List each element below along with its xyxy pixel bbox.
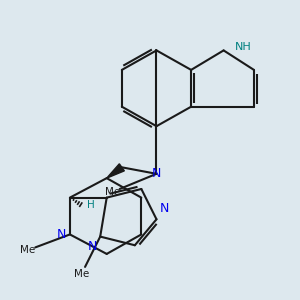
Text: Me: Me — [74, 269, 89, 279]
Text: Me: Me — [105, 187, 120, 197]
Text: H: H — [87, 200, 95, 210]
Text: Me: Me — [20, 245, 36, 255]
Polygon shape — [107, 164, 124, 178]
Text: N: N — [152, 167, 161, 180]
Text: N: N — [57, 228, 66, 241]
Text: N: N — [160, 202, 169, 215]
Text: NH: NH — [234, 42, 251, 52]
Text: N: N — [88, 240, 98, 253]
